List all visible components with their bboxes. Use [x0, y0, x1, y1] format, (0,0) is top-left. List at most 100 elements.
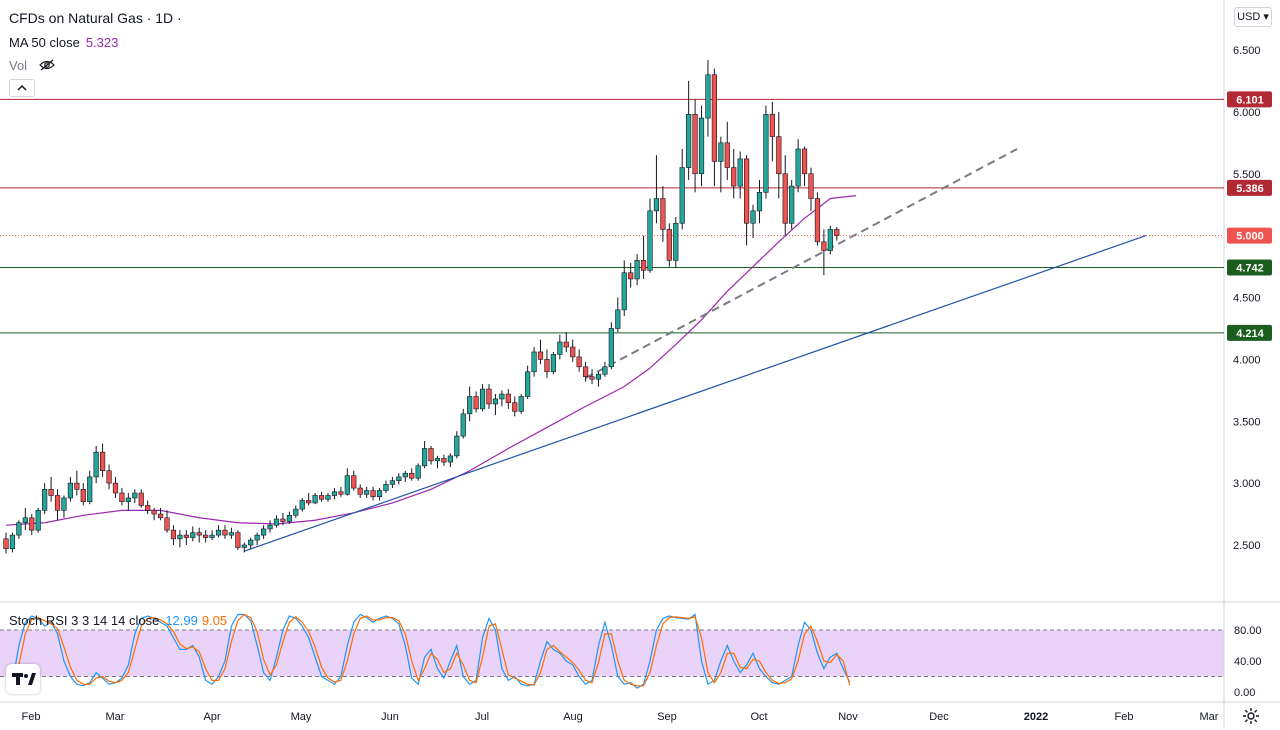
- candle-body: [653, 198, 660, 212]
- candle-body: [209, 534, 215, 538]
- eye-crossed-icon[interactable]: [38, 59, 55, 75]
- candle-body: [106, 470, 112, 484]
- candle-body: [164, 517, 170, 531]
- x-tick-label: 2022: [1024, 711, 1048, 723]
- candle-body: [756, 192, 763, 212]
- price-level-badge: [1227, 91, 1272, 108]
- currency-select[interactable]: USD ▾: [1234, 7, 1272, 27]
- candle-body: [351, 475, 357, 489]
- candle-body: [80, 489, 86, 502]
- y-tick-label: 4.000: [1233, 354, 1261, 366]
- candle-body: [595, 373, 602, 380]
- price-level-label: 4.742: [1236, 263, 1264, 275]
- price-level-badge: [1227, 227, 1272, 244]
- candle-body: [273, 518, 280, 526]
- candle-body: [666, 229, 672, 261]
- candle-body: [467, 396, 473, 415]
- candle-body: [344, 475, 350, 495]
- candle-body: [776, 136, 782, 175]
- price-level-badge: [1227, 179, 1272, 196]
- trendlines[interactable]: [244, 148, 1147, 552]
- y-tick-label: 2.500: [1233, 540, 1261, 552]
- candle-body: [280, 518, 286, 522]
- candle-body: [640, 260, 647, 271]
- x-tick-label: Feb: [1115, 711, 1134, 723]
- candle-body: [3, 538, 9, 550]
- candle-body: [801, 148, 808, 175]
- candle-body: [814, 198, 821, 243]
- candle-body: [138, 492, 144, 506]
- candle-body: [479, 388, 486, 410]
- candle-body: [299, 500, 305, 510]
- vol-legend[interactable]: Vol: [9, 58, 55, 75]
- candle-body: [112, 482, 119, 494]
- chevron-up-icon: [17, 84, 27, 91]
- ma-legend[interactable]: MA 50 close 5.323: [9, 35, 118, 51]
- y-tick-label: 3.500: [1233, 416, 1261, 428]
- candle-body: [679, 167, 685, 224]
- price-level-label: 6.101: [1236, 94, 1264, 106]
- candle-body: [177, 534, 183, 540]
- candle-body: [312, 495, 318, 504]
- stoch-d-value: 9.05: [201, 613, 228, 628]
- x-axis: Feb Mar Apr May Jun Jul Aug Sep Oct Nov Dec 2022 Feb…: [22, 711, 1219, 723]
- tradingview-logo-icon[interactable]: [6, 664, 40, 694]
- price-level-label: 5.386: [1236, 183, 1264, 195]
- candle-body: [203, 534, 209, 538]
- y-tick-label: 6.000: [1233, 107, 1261, 119]
- candle-body: [795, 148, 801, 187]
- x-tick-label: Aug: [563, 711, 583, 723]
- stoch-rsi-label: Stoch RSI 3 3 14 14 close: [9, 613, 160, 628]
- candle-body: [743, 158, 750, 224]
- candle-body: [557, 341, 563, 355]
- x-tick-label: Jul: [475, 711, 489, 723]
- candle-body: [660, 198, 666, 230]
- candle-body: [402, 472, 408, 478]
- candles: [3, 59, 840, 554]
- candle-body: [570, 346, 576, 358]
- candle-body: [415, 465, 421, 479]
- candle-body: [763, 114, 769, 193]
- candle-body: [16, 522, 22, 536]
- candle-body: [441, 458, 447, 463]
- candle-body: [157, 513, 164, 519]
- stoch-d-line: [5, 613, 851, 687]
- x-tick-label: Feb: [22, 711, 41, 723]
- ma50-line: [5, 195, 857, 526]
- collapse-legend-button[interactable]: [9, 79, 35, 97]
- candle-body: [827, 229, 833, 251]
- trendline-support: [244, 235, 1147, 552]
- candle-body: [525, 371, 531, 397]
- candle-body: [376, 490, 383, 498]
- y-tick-label: 4.500: [1233, 293, 1261, 305]
- candle-body: [22, 517, 28, 524]
- candle-body: [563, 341, 569, 348]
- x-tick-label: Mar: [1200, 711, 1219, 723]
- candle-body: [9, 534, 16, 550]
- stoch-rsi-legend[interactable]: Stoch RSI 3 3 14 14 close 12.99 9.05: [9, 613, 227, 629]
- candle-body: [383, 484, 389, 491]
- candle-body: [215, 529, 222, 536]
- gear-icon[interactable]: [1242, 707, 1260, 725]
- candle-body: [737, 158, 743, 187]
- candle-body: [602, 366, 608, 375]
- candle-body: [132, 492, 138, 499]
- stoch-y-tick-label: 80.00: [1234, 625, 1262, 637]
- candle-body: [447, 455, 453, 463]
- chart-title[interactable]: CFDs on Natural Gas · 1D ·: [9, 10, 182, 26]
- candle-body: [389, 480, 396, 485]
- candle-body: [789, 185, 795, 224]
- candle-body: [421, 448, 428, 467]
- candle-body: [589, 376, 595, 380]
- candle-body: [35, 510, 41, 531]
- price-levels[interactable]: [0, 98, 1224, 334]
- candle-body: [582, 366, 589, 377]
- ma-label: MA 50 close: [9, 35, 80, 50]
- stoch-y-tick-label: 0.00: [1234, 687, 1255, 699]
- candle-body: [834, 229, 840, 236]
- candle-body: [434, 458, 441, 462]
- candle-body: [260, 528, 267, 536]
- candle-body: [331, 491, 338, 496]
- ma50-polyline: [5, 195, 857, 526]
